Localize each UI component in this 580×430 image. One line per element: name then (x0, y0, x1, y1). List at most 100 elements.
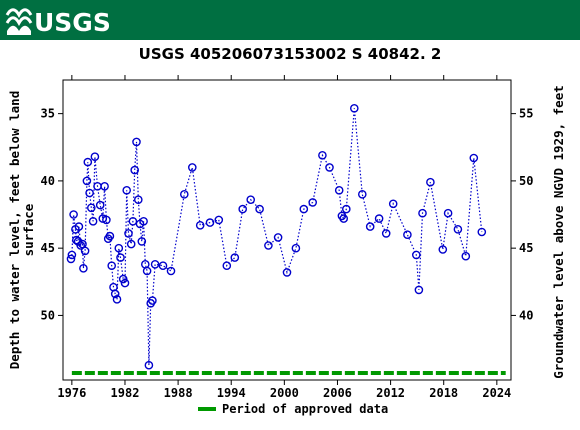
data-point (411, 250, 421, 260)
y-axis-right-label: Groundwater level above NGVD 1929, feet (551, 85, 566, 379)
y-right-tick-label: 45 (519, 241, 533, 255)
data-point (69, 210, 78, 219)
usgs-logo-text: USGS (34, 8, 111, 37)
data-point (85, 188, 94, 198)
data-point (144, 360, 154, 370)
data-point (120, 278, 130, 288)
legend: Period of approved data (198, 402, 388, 416)
x-tick-label: 1982 (111, 386, 140, 400)
data-point (76, 241, 85, 250)
data-point (74, 222, 84, 231)
data-point (246, 195, 255, 204)
data-point (374, 214, 384, 223)
data-point (139, 216, 148, 226)
data-point (214, 215, 224, 225)
data-point (291, 243, 301, 253)
data-point (365, 222, 375, 231)
data-point (325, 163, 334, 172)
data-point (126, 239, 136, 249)
data-point (95, 200, 105, 210)
data-point (137, 237, 147, 246)
data-point (88, 216, 98, 226)
data-point (477, 227, 487, 237)
data-point (128, 216, 138, 226)
data-point (222, 261, 232, 271)
x-tick-label: 2012 (376, 386, 405, 400)
data-point (110, 289, 120, 299)
data-point (418, 208, 427, 218)
usgs-wave-icon (5, 8, 33, 35)
y-right-tick-label: 50 (519, 174, 533, 188)
y-left-tick-label: 50 (41, 308, 55, 322)
data-point (150, 259, 160, 269)
data-point (388, 199, 398, 209)
data-point (255, 204, 264, 214)
data-point (100, 181, 109, 191)
y-axis-right-ticks: 55 50 45 40 (511, 107, 533, 322)
x-tick-label: 2018 (429, 386, 458, 400)
data-point (124, 229, 133, 238)
data-point (83, 157, 93, 167)
data-point (148, 296, 157, 305)
y-left-tick-label: 40 (41, 174, 55, 188)
x-tick-label: 2006 (323, 386, 352, 400)
y-axis-left-label-line1: Depth to water level, feet below land (7, 91, 22, 369)
data-point (381, 229, 391, 238)
data-point (205, 218, 215, 227)
data-point (79, 263, 88, 273)
data-point (282, 268, 292, 277)
data-point (90, 152, 100, 161)
data-point (238, 204, 247, 214)
data-point (308, 198, 318, 207)
data-point (142, 266, 152, 276)
series-points (66, 104, 487, 370)
chart-title: USGS 405206073153002 S 40842. 2 (139, 45, 442, 63)
data-point (179, 189, 189, 199)
usgs-logo: USGS (5, 8, 111, 37)
data-point (426, 177, 435, 187)
data-point (130, 165, 139, 175)
y-left-tick-label: 45 (41, 241, 55, 255)
data-point (273, 233, 283, 242)
data-point (334, 185, 344, 195)
data-point (341, 204, 351, 214)
y-axis-left-label-line2: surface (21, 203, 36, 256)
data-point (102, 215, 111, 225)
series-dotted-line (70, 108, 483, 366)
data-point (299, 204, 309, 214)
data-point (339, 214, 349, 223)
data-point (114, 243, 124, 253)
data-point (118, 274, 128, 284)
data-point (318, 150, 327, 160)
data-point (112, 294, 122, 304)
data-point (132, 137, 141, 147)
x-tick-label: 1994 (217, 386, 246, 400)
data-point (122, 185, 131, 195)
series-line (70, 108, 483, 366)
data-point (195, 220, 205, 230)
data-point (133, 195, 143, 204)
y-right-tick-label: 40 (519, 308, 533, 322)
data-point (443, 208, 453, 218)
data-point (105, 231, 115, 241)
x-tick-label: 1988 (164, 386, 193, 400)
data-point (461, 251, 471, 261)
y-axis-left-ticks: 35 40 45 50 (41, 107, 63, 322)
data-point (72, 235, 81, 245)
plot-frame (62, 79, 512, 381)
usgs-header-bar (0, 0, 580, 40)
data-point (414, 285, 424, 295)
x-axis-ticks: 1976 1982 1988 1994 2000 2006 2012 2018 2024 (57, 75, 511, 400)
data-point (357, 189, 367, 199)
data-point (469, 153, 479, 163)
data-point (187, 163, 197, 172)
data-point (80, 246, 90, 256)
data-point (87, 203, 96, 213)
y-left-tick-label: 35 (41, 107, 55, 121)
data-point (82, 176, 92, 186)
data-point (166, 266, 176, 276)
x-tick-label: 2000 (270, 386, 299, 400)
data-point (66, 254, 76, 264)
data-point (453, 224, 463, 234)
